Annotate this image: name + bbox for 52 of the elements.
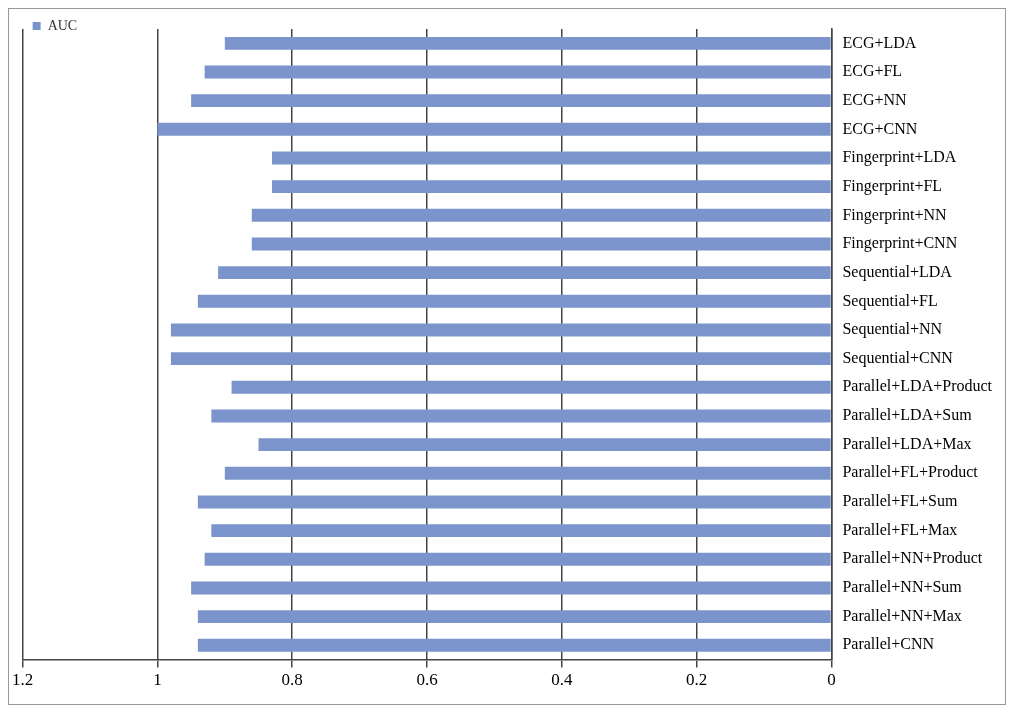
x-tick-label: 1 [153,670,162,690]
bar [272,180,831,194]
y-tick-label: Parallel+NN+Sum [842,578,963,596]
bar [258,438,831,452]
bar [170,352,831,366]
y-tick-label: Parallel+LDA+Max [842,434,972,452]
bar [197,610,831,624]
y-tick-label: Parallel+NN+Max [842,606,962,624]
x-tick-label: 0 [827,670,836,690]
y-tick-label: Parallel+LDA+Sum [842,406,973,424]
y-tick-label: Fingerprint+FL [842,176,943,195]
bar [204,65,831,79]
y-tick-label: Fingerprint+LDA [842,148,957,167]
y-tick-label: Sequential+NN [842,320,943,339]
bar [251,208,831,222]
y-tick-label: Sequential+CNN [842,348,954,367]
bar [218,266,831,280]
x-tick-label: 1.2 [12,670,34,690]
bar [191,581,831,595]
y-tick-label: ECG+CNN [842,119,918,137]
bar [197,495,831,509]
bar [157,122,831,136]
x-tick-label: 0.4 [551,670,573,690]
y-tick-label: ECG+NN [842,90,908,108]
y-tick-label: Parallel+FL+Max [842,520,958,538]
y-tick-label: Parallel+FL+Sum [842,492,958,510]
y-tick-label: Sequential+LDA [842,262,953,281]
bar [251,237,831,251]
y-tick-label: ECG+FL [842,62,903,80]
y-tick-label: Parallel+CNN [842,635,935,653]
y-tick-label: Fingerprint+NN [842,205,947,224]
x-tick-label: 0.2 [686,670,708,690]
y-tick-label: Fingerprint+CNN [842,234,958,253]
y-tick-label: Parallel+NN+Product [842,549,983,567]
bar [197,294,831,308]
bar [211,524,831,538]
bar [231,380,831,394]
bar [204,552,831,566]
y-tick-label: Parallel+FL+Product [842,463,979,481]
y-tick-label: Sequential+FL [842,291,938,310]
bar [224,36,831,50]
y-tick-label: ECG+LDA [842,33,917,51]
x-tick-label: 0.6 [416,670,438,690]
bar [272,151,831,165]
y-tick-label: Parallel+LDA+Product [842,377,993,395]
legend-label: AUC [47,17,78,33]
bar [211,409,831,423]
bar [197,638,831,652]
bar [224,466,831,480]
x-tick-label: 0.8 [281,670,303,690]
bar [191,94,831,108]
bar [170,323,831,337]
